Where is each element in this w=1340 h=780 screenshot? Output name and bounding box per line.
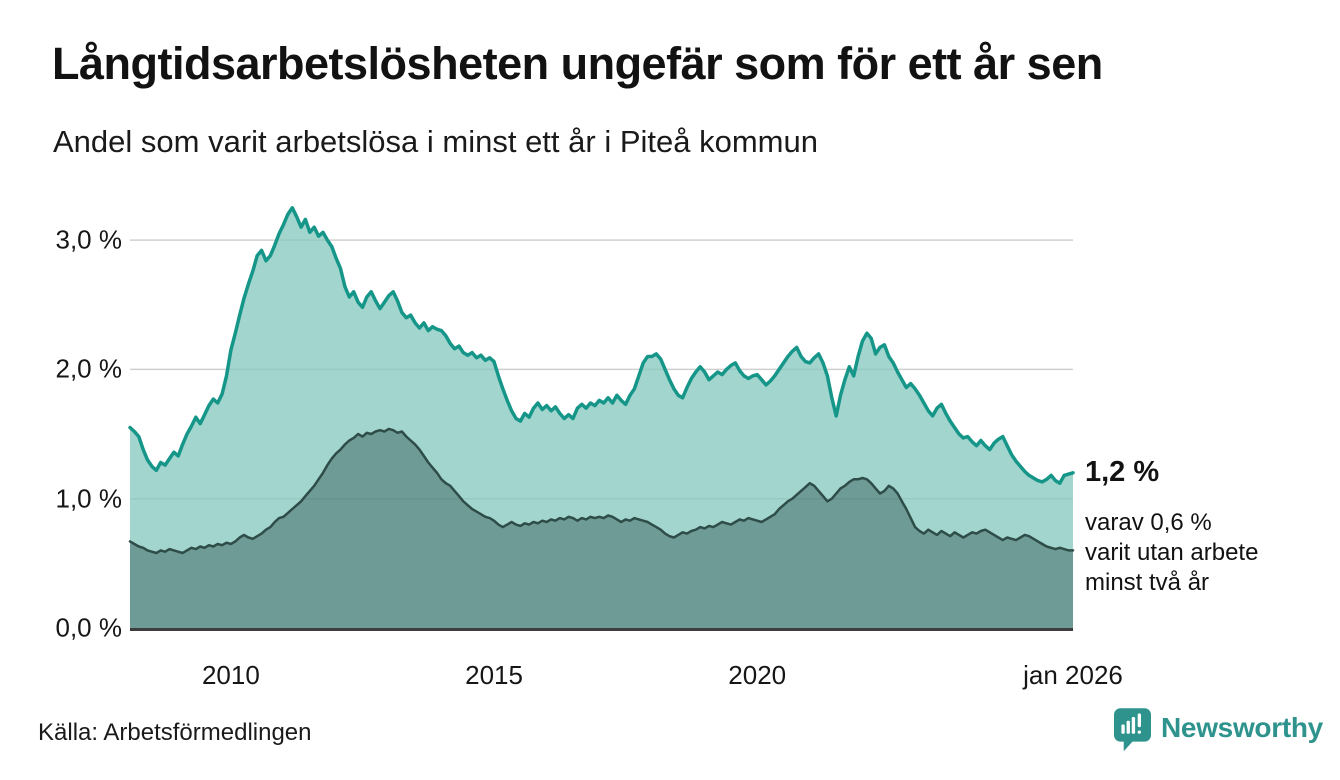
- newsworthy-logo-icon: [1114, 708, 1151, 752]
- detail-line: varit utan arbete: [1085, 539, 1259, 566]
- newsworthy-wordmark: Newsworthy: [1161, 712, 1323, 743]
- x-tick-label: 2015: [465, 660, 523, 690]
- x-tick-label: jan 2026: [1023, 660, 1123, 690]
- source-credit: Källa: Arbetsförmedlingen: [38, 719, 312, 746]
- y-tick-label: 1,0 %: [55, 483, 123, 514]
- page-title: Långtidsarbetslösheten ungefär som för e…: [52, 38, 1103, 89]
- y-tick-label: 3,0 %: [55, 224, 123, 255]
- y-tick-label: 2,0 %: [55, 353, 123, 384]
- detail-line: minst två år: [1085, 569, 1210, 596]
- latest-value-detail: varav 0,6 % varit utan arbete minst två …: [1085, 508, 1258, 598]
- x-tick-label: 2010: [201, 660, 260, 690]
- x-tick-label: 2020: [728, 660, 787, 690]
- page-subtitle: Andel som varit arbetslösa i minst ett å…: [53, 124, 818, 159]
- latest-value-label: 1,2 %: [1085, 456, 1160, 488]
- y-tick-label: 0,0 %: [55, 612, 123, 643]
- detail-line: varav 0,6 %: [1085, 509, 1212, 536]
- newsworthy-brand: Newsworthy: [1114, 708, 1323, 752]
